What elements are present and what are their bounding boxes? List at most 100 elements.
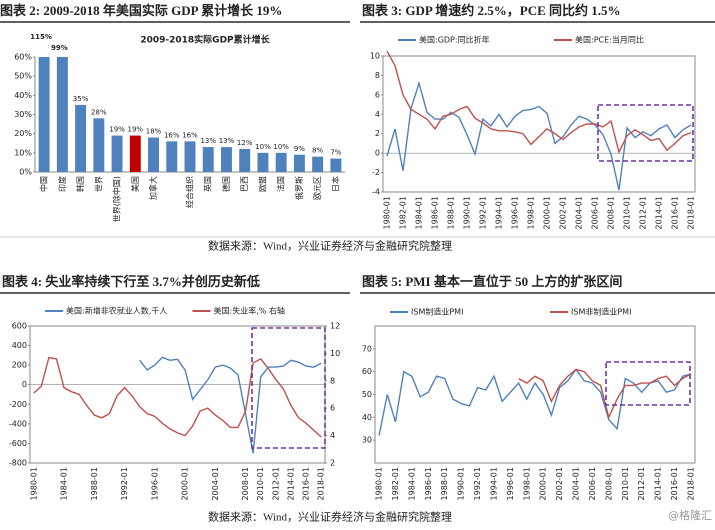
value-label: 10%	[273, 143, 289, 151]
panel-title: 图表 3: GDP 增速约 2.5%，PCE 同比约 1.5%	[362, 3, 621, 18]
value-label: 19%	[109, 126, 125, 134]
x-tick-label: 1992-01	[479, 196, 488, 229]
y-tick-label: 200	[12, 361, 27, 370]
y-tick-label: 0	[22, 380, 27, 389]
bar	[129, 135, 141, 172]
x-tick-label: 1996-01	[506, 467, 515, 500]
value-label: 7%	[330, 149, 341, 157]
x-tick-label: 2006-01	[591, 196, 600, 229]
x-tick-label: 1998-01	[527, 196, 536, 229]
x-tick-label: 1996-01	[150, 467, 159, 500]
y-tick-label: 2	[375, 129, 380, 138]
x-tick-label: 世界	[93, 176, 103, 192]
x-tick-label: 1988-01	[440, 467, 449, 500]
bar	[166, 141, 178, 172]
x-tick-label: 德国	[221, 176, 231, 192]
y-tick-label: 0	[375, 149, 380, 158]
y-tick-label: 50%	[14, 72, 32, 81]
y-tick-label: 50	[362, 390, 372, 399]
value-label: 8%	[312, 147, 323, 155]
bar	[202, 147, 214, 172]
x-tick-label: 英国	[203, 176, 213, 192]
x-tick-label: 2000-01	[539, 467, 548, 500]
x-tick-label: 欧元区	[312, 176, 322, 200]
series-line	[378, 368, 692, 436]
x-tick-label: 2014-01	[654, 467, 663, 500]
bar	[38, 57, 50, 172]
y2-tick-label: 12	[330, 322, 340, 331]
y-tick-label: -4	[372, 188, 380, 197]
x-tick-label: 2012-01	[639, 196, 648, 229]
x-tick-label: 2008-01	[604, 467, 613, 500]
series-line	[518, 368, 692, 420]
x-tick-label: 巴西	[240, 176, 249, 192]
panel-title: 图表 4: 失业率持续下行至 3.7%并创历史新低	[2, 274, 260, 289]
y-tick-label: 0%	[19, 168, 32, 177]
legend-label: ISM非制造业PMI	[571, 307, 631, 317]
y-tick-label: 30%	[14, 110, 32, 119]
value-label: 99%	[51, 44, 68, 52]
y-tick-label: 400	[12, 341, 27, 350]
bar	[111, 135, 123, 172]
y-tick-label: 4	[375, 110, 380, 119]
value-label: 16%	[164, 131, 180, 139]
x-tick-label: 1980-01	[29, 467, 38, 500]
y-tick-label: 6	[375, 90, 380, 99]
x-tick-label: 2016-01	[302, 467, 311, 500]
x-tick-label: 2010-01	[621, 467, 630, 500]
x-tick-label: 1988-01	[447, 196, 456, 229]
y2-tick-label: 8	[330, 376, 335, 385]
y-tick-label: 30	[362, 436, 372, 445]
bar	[221, 147, 232, 172]
highlight-box	[251, 327, 326, 449]
x-tick-label: 日本	[330, 176, 340, 192]
value-label: 12%	[237, 139, 253, 147]
x-tick-label: 经合组织	[185, 176, 195, 208]
x-tick-label: 2002-01	[555, 467, 564, 500]
y-tick-label: 20%	[14, 129, 32, 138]
y-tick-label: -2	[372, 168, 380, 177]
bar	[75, 104, 87, 172]
x-tick-label: 2008-01	[241, 467, 250, 500]
y-tick-label: 8	[375, 71, 380, 80]
y-tick-label: 60	[362, 367, 372, 376]
x-tick-label: 1984-01	[60, 467, 69, 500]
value-label: 16%	[182, 131, 198, 139]
x-tick-label: 1988-01	[90, 467, 99, 500]
x-tick-label: 2002-01	[559, 196, 568, 229]
bar	[293, 154, 305, 172]
value-label: 13%	[200, 137, 216, 145]
x-tick-label: 2004-01	[575, 196, 584, 229]
panel-title: 图表 5: PMI 基本一直位于 50 上方的扩张区间	[362, 274, 622, 289]
y-tick-label: 10	[370, 52, 380, 61]
x-tick-label: 1994-01	[495, 196, 504, 229]
plot-frame	[29, 325, 326, 464]
legend-label: ISM制造业PMI	[411, 307, 463, 317]
x-tick-label: 2004-01	[211, 467, 220, 500]
x-tick-label: 1986-01	[424, 467, 433, 500]
x-tick-label: 1992-01	[473, 467, 482, 500]
y-tick-label: 40%	[14, 91, 32, 100]
x-tick-label: 2018-01	[687, 196, 696, 229]
watermark: @格隆汇	[668, 508, 712, 522]
x-tick-label: 1990-01	[463, 196, 472, 229]
x-tick-label: 1984-01	[415, 196, 424, 229]
x-tick-label: 2000-01	[181, 467, 190, 500]
y-tick-label: 10%	[14, 148, 32, 157]
x-tick-label: 2012-01	[271, 467, 280, 500]
x-tick-label: 2016-01	[670, 467, 679, 500]
bar	[275, 152, 287, 172]
x-tick-label: 欧盟	[257, 176, 267, 192]
bar	[330, 158, 342, 172]
x-tick-label: 1980-01	[383, 196, 392, 229]
legend-label: 美国:PCE:当月同比	[575, 35, 644, 45]
x-tick-label: 1984-01	[407, 467, 416, 500]
bar	[56, 57, 68, 172]
legend-label: 美国:GDP:同比折年	[419, 35, 490, 45]
bar	[184, 141, 196, 172]
plot-frame	[382, 55, 696, 193]
x-tick-label: 1986-01	[431, 196, 440, 229]
legend-label: 美国:失业率,% 右轴	[214, 306, 285, 316]
x-tick-label: 中国	[39, 176, 49, 192]
